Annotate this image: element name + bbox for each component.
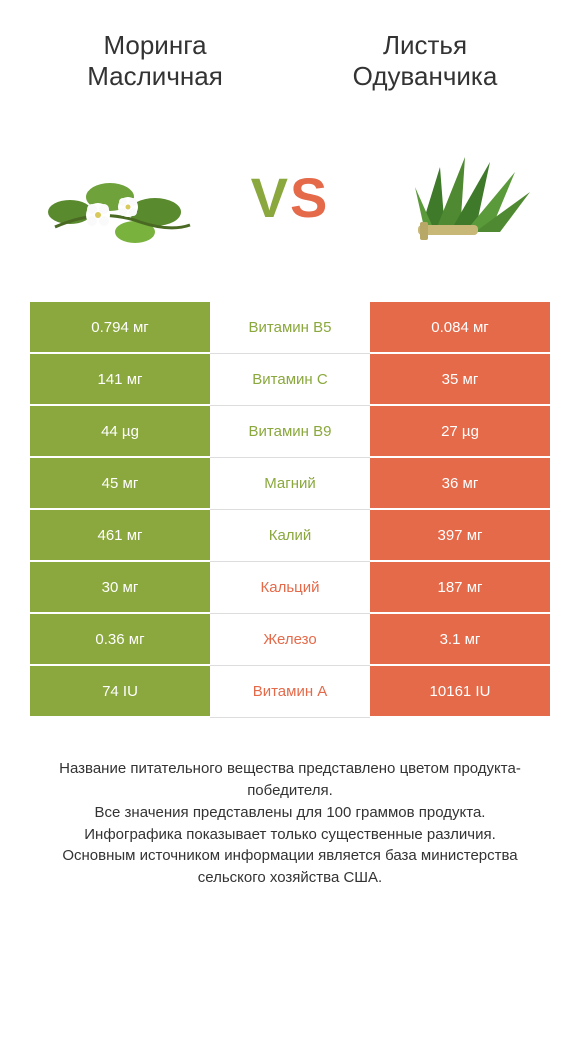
table-row: 45 мгМагний36 мг [30,458,550,510]
right-value: 3.1 мг [370,614,550,666]
moringa-icon [40,137,200,257]
left-product-title: Моринга масличная [40,30,270,92]
left-product-image [40,132,200,262]
left-value: 141 мг [30,354,210,406]
table-row: 461 мгКалий397 мг [30,510,550,562]
left-value: 30 мг [30,562,210,614]
right-value: 35 мг [370,354,550,406]
nutrient-name: Кальций [210,562,370,614]
images-row: VS [0,102,580,302]
left-value: 461 мг [30,510,210,562]
footer-line: Название питательного вещества представл… [30,758,550,802]
right-value: 10161 IU [370,666,550,718]
table-row: 44 µgВитамин B927 µg [30,406,550,458]
footer-line: Все значения представлены для 100 граммо… [30,802,550,824]
right-value: 36 мг [370,458,550,510]
table-row: 0.36 мгЖелезо3.1 мг [30,614,550,666]
left-value: 45 мг [30,458,210,510]
right-value: 187 мг [370,562,550,614]
table-row: 0.794 мгВитамин B50.084 мг [30,302,550,354]
table-row: 30 мгКальций187 мг [30,562,550,614]
nutrient-name: Витамин B5 [210,302,370,354]
right-product-image [380,132,540,262]
left-value: 74 IU [30,666,210,718]
versus-label: VS [251,165,330,230]
nutrient-name: Витамин C [210,354,370,406]
left-value: 44 µg [30,406,210,458]
right-product-title: Листья одуванчика [310,30,540,92]
footer-line: Инфографика показывает только существенн… [30,824,550,846]
dandelion-icon [380,137,540,257]
table-row: 141 мгВитамин C35 мг [30,354,550,406]
nutrient-name: Калий [210,510,370,562]
right-value: 0.084 мг [370,302,550,354]
nutrient-name: Витамин B9 [210,406,370,458]
right-value: 27 µg [370,406,550,458]
right-value: 397 мг [370,510,550,562]
footer-notes: Название питательного вещества представл… [0,718,580,889]
vs-s: S [290,166,329,229]
left-value: 0.794 мг [30,302,210,354]
vs-v: V [251,166,290,229]
footer-line: Основным источником информации является … [30,845,550,889]
table-row: 74 IUВитамин A10161 IU [30,666,550,718]
left-value: 0.36 мг [30,614,210,666]
comparison-table: 0.794 мгВитамин B50.084 мг141 мгВитамин … [30,302,550,718]
nutrient-name: Железо [210,614,370,666]
header: Моринга масличная Листья одуванчика [0,0,580,102]
nutrient-name: Витамин A [210,666,370,718]
nutrient-name: Магний [210,458,370,510]
